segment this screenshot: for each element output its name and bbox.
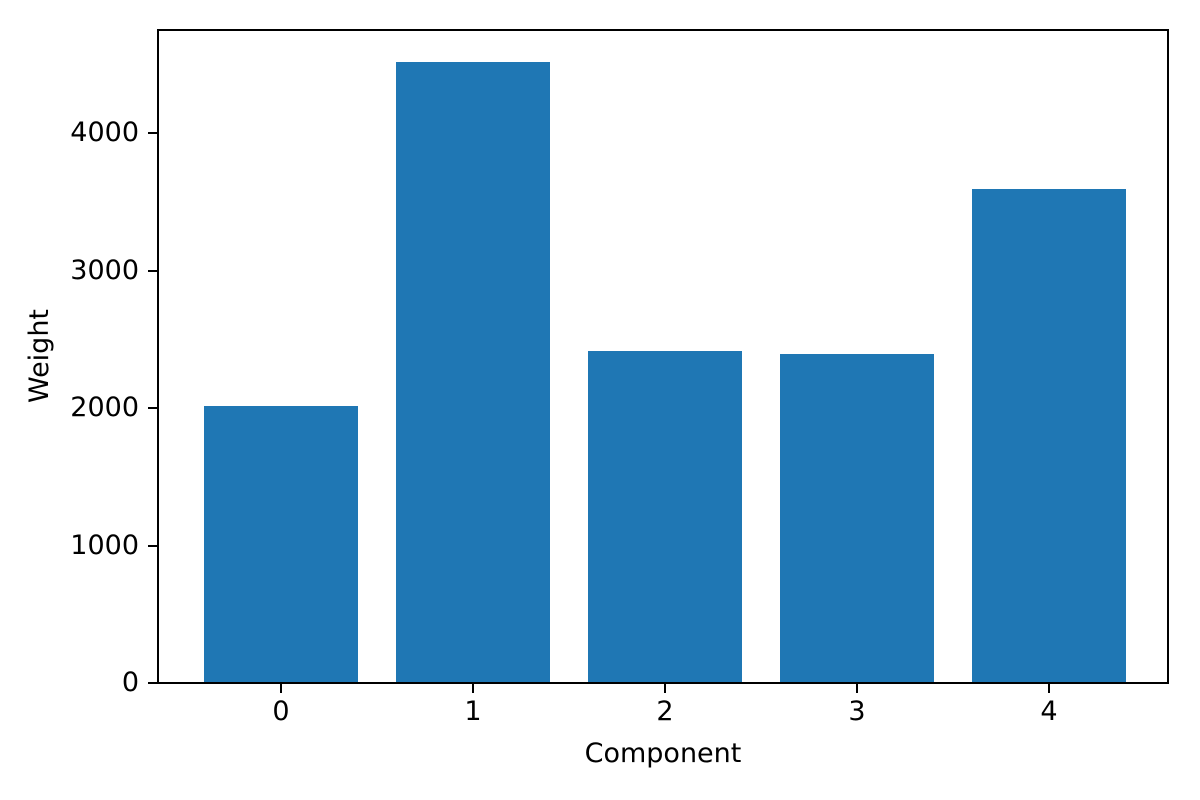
x-tick-label-3: 3: [848, 696, 866, 727]
y-tick-mark-4000: [148, 132, 157, 134]
y-tick-label-3000: 3000: [70, 255, 139, 286]
y-tick-mark-2000: [148, 407, 157, 409]
bar-4: [972, 189, 1126, 682]
x-tick-mark-2: [664, 684, 666, 693]
y-tick-mark-3000: [148, 270, 157, 272]
y-tick-label-0: 0: [121, 667, 139, 698]
y-tick-mark-0: [148, 682, 157, 684]
bar-3: [780, 354, 934, 682]
bar-2: [588, 351, 742, 682]
plot-area: [157, 29, 1169, 684]
x-tick-label-4: 4: [1040, 696, 1058, 727]
y-tick-mark-1000: [148, 545, 157, 547]
x-tick-label-2: 2: [656, 696, 674, 727]
x-axis-label: Component: [584, 738, 742, 769]
x-tick-mark-0: [280, 684, 282, 693]
y-tick-label-1000: 1000: [70, 530, 139, 561]
x-tick-label-0: 0: [272, 696, 290, 727]
x-tick-mark-4: [1048, 684, 1050, 693]
x-tick-mark-3: [856, 684, 858, 693]
bar-1: [396, 62, 550, 682]
x-tick-label-1: 1: [464, 696, 482, 727]
bar-0: [204, 406, 358, 682]
y-tick-label-2000: 2000: [70, 392, 139, 423]
x-tick-mark-1: [472, 684, 474, 693]
y-tick-label-4000: 4000: [70, 117, 139, 148]
